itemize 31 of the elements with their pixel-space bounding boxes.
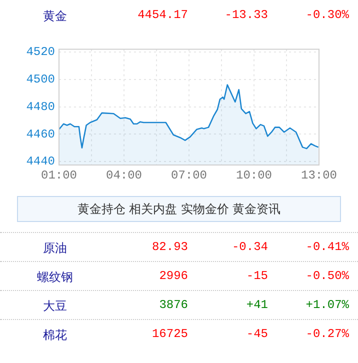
text: -0.41% <box>306 240 349 254</box>
x-tick-label: 01:00 <box>40 168 78 182</box>
x-tick-label: 04:00 <box>106 168 142 182</box>
x-tick-label: 10:00 <box>236 168 272 182</box>
text: -0.30% <box>306 8 349 22</box>
text: -15 <box>246 269 268 283</box>
y-tick-label: 4520 <box>26 45 55 60</box>
text: 16725 <box>152 327 188 341</box>
text: 螺纹钢 <box>37 269 73 286</box>
text: 3876 <box>159 298 188 312</box>
x-tick-label: 13:00 <box>300 168 338 182</box>
text: -0.50% <box>306 269 349 283</box>
text: -13.33 <box>224 8 268 22</box>
text: -0.34 <box>232 240 268 254</box>
text: 大豆 <box>43 298 67 315</box>
text: 4454.17 <box>138 8 188 22</box>
text: -0.27% <box>306 327 349 341</box>
y-tick-label: 4460 <box>26 127 55 142</box>
text: 2996 <box>159 269 188 283</box>
text: +41 <box>246 298 268 312</box>
y-tick-label: 4440 <box>26 154 55 169</box>
text: 原油 <box>43 240 67 257</box>
y-tick-label: 4480 <box>26 100 55 114</box>
text: 黄金持仓 相关内盘 实物金价 黄金资讯 <box>77 202 281 216</box>
text: +1.07% <box>306 298 349 312</box>
text: 82.93 <box>152 240 188 254</box>
text: -45 <box>246 327 268 341</box>
chart-title: 黄金 <box>43 8 67 25</box>
x-tick-label: 07:00 <box>170 168 208 182</box>
text: 棉花 <box>43 327 67 344</box>
y-tick-label: 4500 <box>26 72 55 87</box>
